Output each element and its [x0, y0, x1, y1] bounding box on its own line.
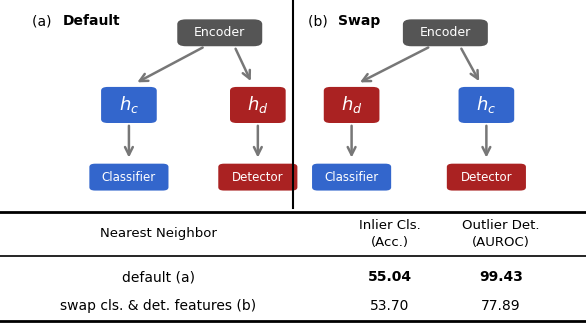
Text: Detector: Detector: [461, 171, 512, 184]
Text: Detector: Detector: [232, 171, 284, 184]
Text: Swap: Swap: [338, 14, 380, 28]
FancyBboxPatch shape: [230, 87, 286, 123]
Text: Classifier: Classifier: [325, 171, 379, 184]
Text: Encoder: Encoder: [420, 26, 471, 39]
FancyBboxPatch shape: [323, 87, 380, 123]
Text: Classifier: Classifier: [102, 171, 156, 184]
FancyBboxPatch shape: [312, 164, 391, 191]
Text: 53.70: 53.70: [370, 299, 410, 313]
Text: 55.04: 55.04: [367, 270, 412, 284]
FancyBboxPatch shape: [177, 19, 263, 46]
Text: swap cls. & det. features (b): swap cls. & det. features (b): [60, 299, 256, 313]
Text: Nearest Neighbor: Nearest Neighbor: [100, 227, 217, 240]
Text: (a): (a): [32, 14, 56, 28]
Text: 99.43: 99.43: [479, 270, 523, 284]
Text: 77.89: 77.89: [481, 299, 521, 313]
Text: default (a): default (a): [122, 270, 195, 284]
Text: Encoder: Encoder: [194, 26, 246, 39]
FancyBboxPatch shape: [101, 87, 156, 123]
FancyBboxPatch shape: [89, 164, 169, 191]
FancyBboxPatch shape: [447, 164, 526, 191]
FancyBboxPatch shape: [458, 87, 514, 123]
Text: $h_c$: $h_c$: [119, 94, 139, 115]
Text: $h_d$: $h_d$: [247, 94, 268, 115]
FancyBboxPatch shape: [403, 19, 488, 46]
FancyBboxPatch shape: [218, 164, 298, 191]
Text: Inlier Cls.
(Acc.): Inlier Cls. (Acc.): [359, 218, 421, 249]
Text: Outlier Det.
(AUROC): Outlier Det. (AUROC): [462, 218, 540, 249]
Text: $h_d$: $h_d$: [341, 94, 362, 115]
Text: $h_c$: $h_c$: [476, 94, 496, 115]
Text: (b): (b): [308, 14, 332, 28]
Text: Default: Default: [63, 14, 120, 28]
